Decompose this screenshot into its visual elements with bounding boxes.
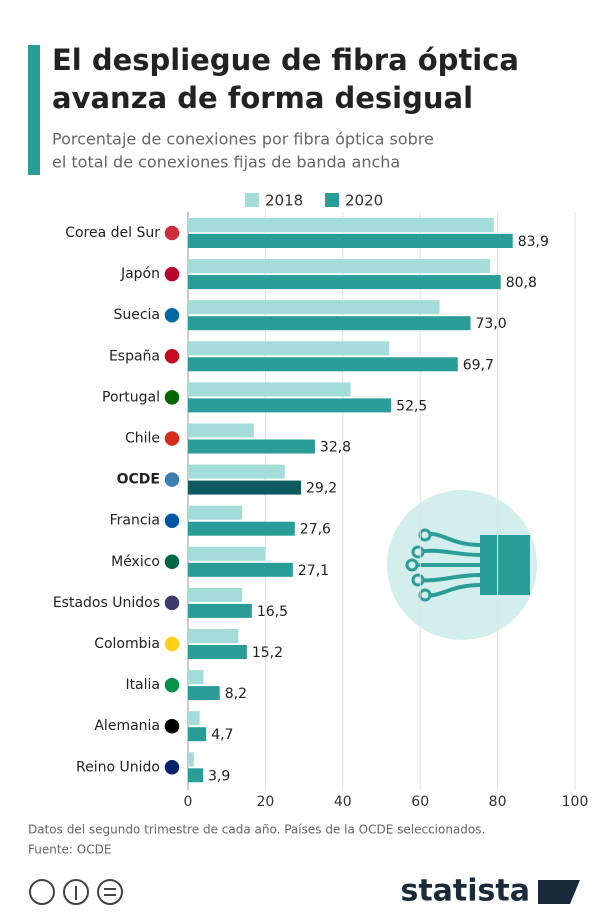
- x-tick-label: 60: [411, 794, 429, 810]
- y-tick-label: Reino Unido: [76, 759, 160, 775]
- bar: [188, 752, 194, 767]
- value-label: 52,5: [396, 398, 427, 414]
- brand-logo: [538, 880, 580, 904]
- bar: [188, 398, 392, 413]
- bar: [188, 587, 243, 602]
- value-label: 29,2: [306, 481, 337, 497]
- value-label: 16,5: [257, 604, 288, 620]
- bar: [188, 341, 390, 356]
- value-label: 73,0: [476, 316, 507, 332]
- value-label: 4,7: [211, 727, 233, 743]
- flag-icon: [163, 553, 181, 571]
- bar: [188, 439, 315, 454]
- flag-icon: [163, 676, 181, 694]
- license-icons: [29, 879, 123, 905]
- y-tick-label: Alemania: [94, 718, 160, 734]
- legend-swatch: [245, 193, 259, 207]
- flag-icon: [163, 470, 181, 489]
- x-tick-label: 0: [184, 794, 193, 810]
- y-tick-label: OCDE: [117, 472, 160, 488]
- bar: [188, 480, 302, 495]
- flag-icon: [163, 306, 181, 324]
- x-tick-label: 40: [334, 794, 352, 810]
- bar: [188, 382, 351, 397]
- flag-icon: [163, 717, 181, 735]
- legend-swatch: [325, 193, 339, 207]
- title-bar: [28, 45, 40, 175]
- value-label: 83,9: [518, 234, 549, 250]
- value-label: 32,8: [320, 440, 351, 456]
- bar: [188, 357, 458, 372]
- flag-icon: [163, 224, 181, 242]
- y-tick-label: España: [109, 348, 160, 364]
- legend-label: 2020: [345, 192, 383, 210]
- bar: [188, 670, 204, 685]
- bar: [188, 505, 243, 520]
- chart-title: El despliegue de fibra óptica: [52, 43, 519, 77]
- legend-label: 2018: [265, 192, 303, 210]
- value-label: 27,1: [298, 563, 329, 579]
- chart-subtitle: el total de conexiones fijas de banda an…: [52, 153, 400, 172]
- y-tick-label: México: [111, 554, 160, 570]
- bar: [188, 464, 285, 479]
- y-tick-label: Francia: [110, 513, 160, 529]
- bar: [188, 603, 252, 618]
- illustration: [387, 490, 537, 640]
- y-tick-label: Italia: [125, 677, 160, 693]
- x-tick-label: 20: [256, 794, 274, 810]
- y-tick-label: Estados Unidos: [53, 595, 160, 611]
- bar: [188, 259, 490, 274]
- chart-title: avanza de forma desigual: [52, 81, 473, 115]
- bar: [188, 686, 220, 701]
- flag-icon: [163, 635, 181, 653]
- y-tick-label: Colombia: [94, 636, 160, 652]
- x-tick-label: 100: [562, 794, 589, 810]
- bar: [188, 727, 207, 742]
- value-label: 3,9: [208, 768, 230, 784]
- value-label: 8,2: [225, 686, 247, 702]
- bar: [188, 234, 513, 248]
- bar: [188, 562, 293, 577]
- flag-icon: [163, 758, 181, 777]
- value-label: 27,6: [300, 522, 331, 538]
- bar: [188, 629, 239, 643]
- bar: [188, 521, 295, 536]
- y-tick-label: Portugal: [102, 389, 160, 405]
- y-tick-label: Japón: [120, 266, 160, 282]
- flag-icon: [163, 594, 181, 612]
- value-label: 80,8: [506, 275, 537, 291]
- source: Fuente: OCDE: [28, 843, 111, 857]
- y-tick-label: Corea del Sur: [65, 225, 160, 241]
- bar: [188, 300, 440, 315]
- note: Datos del segundo trimestre de cada año.…: [28, 823, 485, 837]
- bar: [188, 645, 247, 659]
- bar: [188, 711, 200, 726]
- bar: [188, 423, 254, 438]
- bar: [188, 275, 501, 290]
- flag-icon: [163, 429, 181, 448]
- bar: [188, 768, 204, 783]
- y-tick-label: Suecia: [113, 307, 160, 323]
- value-label: 15,2: [252, 645, 283, 661]
- bar: [188, 316, 471, 331]
- flag-icon: [163, 347, 181, 366]
- x-tick-label: 80: [489, 794, 507, 810]
- chart-subtitle: Porcentaje de conexiones por fibra óptic…: [52, 130, 434, 149]
- flag-icon: [163, 265, 181, 283]
- flag-icon: [163, 388, 181, 407]
- bar: [188, 546, 266, 561]
- value-label: 69,7: [463, 357, 494, 373]
- flag-icon: [163, 511, 181, 530]
- y-tick-label: Chile: [125, 431, 160, 447]
- brand: statista: [400, 874, 530, 909]
- bar: [188, 218, 494, 232]
